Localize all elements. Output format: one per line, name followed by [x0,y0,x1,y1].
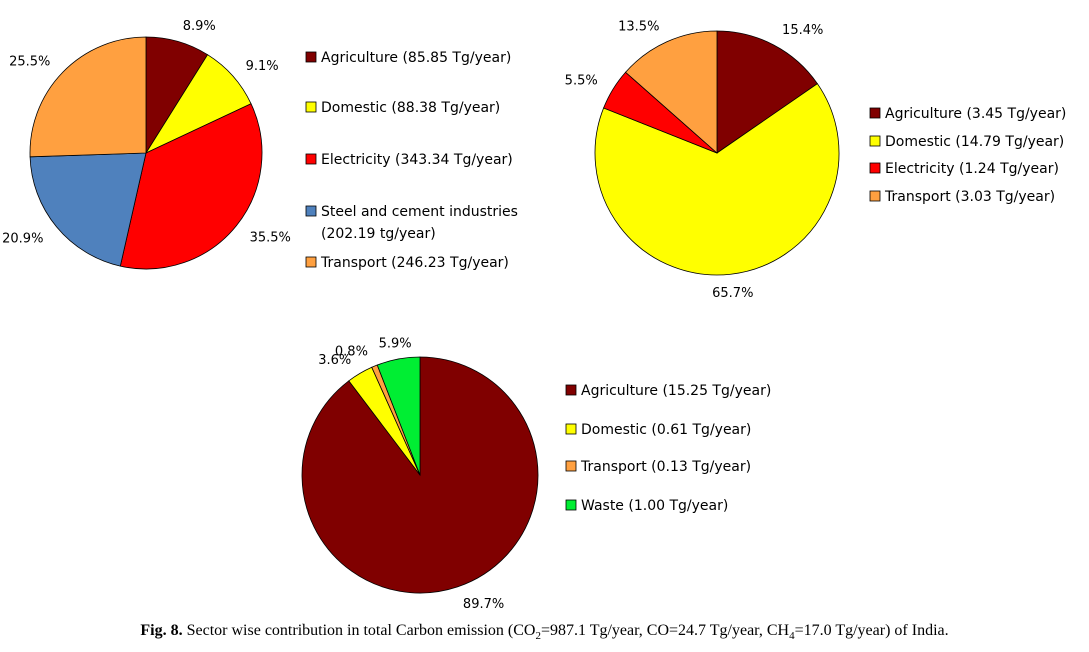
figure-caption: Fig. 8. Sector wise contribution in tota… [0,622,1089,642]
pie1-percent-label-5: 25.5% [9,55,50,70]
pie2-legend-swatch-2 [869,135,881,147]
pie1-legend-label-4-line-2: (202.19 tg/year) [321,226,436,242]
pie1-percent-label-3: 35.5% [250,230,291,245]
caption-text-mid: =987.1 Tg/year, CO=24.7 Tg/year, CH [540,622,790,639]
pie3-legend-label-1: Agriculture (15.25 Tg/year) [581,383,771,399]
pie3-percent-label-4: 5.9% [379,336,412,351]
pie1-legend-swatch-4 [305,205,317,217]
pie2-percent-label-1: 15.4% [782,23,823,38]
pie1-legend-label-2: Domestic (88.38 Tg/year) [321,100,500,116]
pie1-legend-swatch-5 [305,256,317,268]
pie1-percent-label-2: 9.1% [246,59,279,74]
pie1-legend-label-1: Agriculture (85.85 Tg/year) [321,50,511,66]
pie1-legend-label-5: Transport (246.23 Tg/year) [320,255,509,271]
pie1-percent-label-4: 20.9% [2,232,43,247]
pie2-percent-label-3: 5.5% [565,74,598,89]
caption-text-start: Sector wise contribution in total Carbon… [186,622,536,639]
pie3-percent-label-3: 0.8% [335,344,368,359]
pie1-slice-5 [29,36,147,158]
pie1-legend-label-3: Electricity (343.34 Tg/year) [321,152,513,168]
pie3-legend-swatch-2 [565,423,577,435]
caption-text-end: =17.0 Tg/year) of India. [794,622,949,639]
pie1-legend-swatch-2 [305,101,317,113]
pie2-percent-label-2: 65.7% [712,286,753,301]
pie3-percent-label-1: 89.7% [463,597,504,612]
pie1-slice-4 [29,152,147,267]
pie2-percent-label-4: 13.5% [618,19,659,34]
pie2-legend-label-4: Transport (3.03 Tg/year) [884,189,1055,205]
pie1-percent-label-1: 8.9% [183,19,216,34]
pie2-legend-label-3: Electricity (1.24 Tg/year) [885,161,1059,177]
pie3-legend-label-2: Domestic (0.61 Tg/year) [581,422,751,438]
pie1-legend-label-4-line-1: Steel and cement industries [321,204,518,220]
pie2-legend-swatch-4 [869,190,881,202]
pie2-slice-1 [716,30,818,154]
pie2-slice-2 [594,83,840,276]
pie2-legend-label-2: Domestic (14.79 Tg/year) [885,134,1064,150]
pie3-legend-swatch-1 [565,384,577,396]
pie2-legend-swatch-3 [869,162,881,174]
pie2-legend-swatch-1 [869,107,881,119]
pie3-legend-swatch-3 [565,460,577,472]
pie1-legend-swatch-1 [305,51,317,63]
pie3-legend-label-3: Transport (0.13 Tg/year) [580,459,751,475]
figure-label: Fig. 8. [140,622,183,639]
caption-sub-ch4: 4 [789,630,795,643]
pie3-percent-label-2: 3.6% [318,353,351,368]
pie3-slice-4 [376,356,421,476]
pie1-legend-swatch-3 [305,153,317,165]
pie3-legend-label-4: Waste (1.00 Tg/year) [581,498,728,514]
figure-charts: 8.9% 9.1% 35.5% 20.9% 25.5% Agriculture (85.8… [2,19,1066,612]
pie1-slice-3 [119,103,263,270]
pie3-legend-swatch-4 [565,499,577,511]
caption-sub-co2: 2 [535,630,541,643]
pie2-slice-4 [624,30,718,154]
pie2-legend-label-1: Agriculture (3.45 Tg/year) [885,106,1066,122]
